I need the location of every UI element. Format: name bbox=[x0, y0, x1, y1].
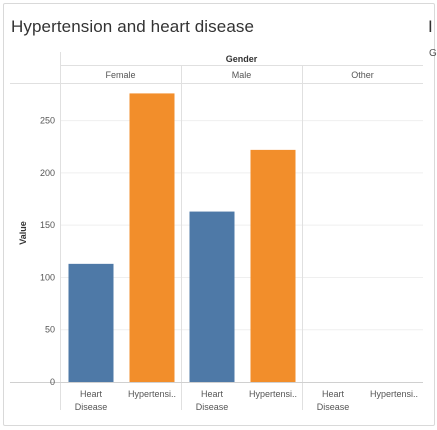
x-tick-label: Hypertensi.. bbox=[249, 389, 297, 399]
bar-female-hypertension bbox=[129, 93, 175, 383]
x-tick-label: Hypertensi.. bbox=[128, 389, 176, 399]
pane-header-female: Female bbox=[105, 70, 135, 80]
x-tick-label: Hypertensi.. bbox=[370, 389, 418, 399]
y-axis-label: Value bbox=[18, 221, 28, 245]
clipped-next-chart-title: I bbox=[428, 17, 433, 36]
bar-male-hypertension bbox=[250, 149, 296, 382]
x-tick-label: Heart Disease bbox=[196, 389, 229, 412]
clipped-next-chart-subtitle: G bbox=[429, 48, 437, 59]
bar-male-heart-disease bbox=[189, 211, 235, 382]
y-tick-label: 150 bbox=[40, 220, 55, 230]
y-tick-label: 250 bbox=[40, 116, 55, 126]
x-tick-label: Heart Disease bbox=[317, 389, 350, 412]
x-tick-label: Heart Disease bbox=[75, 389, 108, 412]
pane-header-male: Male bbox=[232, 70, 252, 80]
chart-title: Hypertension and heart disease bbox=[11, 17, 255, 36]
pane-header-other: Other bbox=[351, 70, 374, 80]
y-tick-label: 0 bbox=[50, 377, 55, 387]
y-tick-label: 50 bbox=[45, 325, 55, 335]
y-tick-label: 200 bbox=[40, 168, 55, 178]
column-header-gender: Gender bbox=[226, 54, 258, 64]
bar-female-heart-disease bbox=[68, 263, 114, 382]
y-tick-label: 100 bbox=[40, 272, 55, 282]
